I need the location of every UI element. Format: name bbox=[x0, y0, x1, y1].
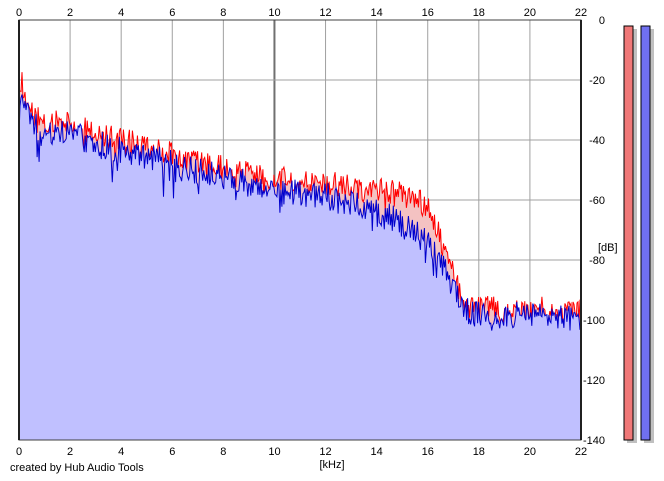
x-tick-label-bottom: 16 bbox=[422, 446, 434, 458]
x-tick-label-bottom: 8 bbox=[220, 446, 226, 458]
x-tick-label-top: 12 bbox=[319, 7, 331, 19]
y-tick-label: -140 bbox=[583, 435, 605, 447]
x-tick-label-bottom: 18 bbox=[473, 446, 485, 458]
level-meter-bar bbox=[623, 25, 634, 441]
y-tick-labels: 0 -20 -40 -60 -80 -100 -120 -140 bbox=[583, 15, 605, 447]
y-tick-label: -80 bbox=[589, 255, 605, 267]
y-tick-label: -120 bbox=[583, 375, 605, 387]
plot-frame bbox=[18, 19, 582, 441]
x-tick-label-bottom: 2 bbox=[67, 446, 73, 458]
x-tick-label-top: 8 bbox=[220, 7, 226, 19]
x-tick-label-top: 2 bbox=[67, 7, 73, 19]
x-tick-label-bottom: 0 bbox=[16, 446, 22, 458]
x-tick-label-top: 20 bbox=[524, 7, 536, 19]
x-tick-label-top: 4 bbox=[118, 7, 124, 19]
x-tick-label-top: 6 bbox=[169, 7, 175, 19]
x-tick-label-bottom: 10 bbox=[268, 446, 280, 458]
x-tick-label-bottom: 12 bbox=[319, 446, 331, 458]
series-0-line bbox=[18, 72, 582, 351]
x-tick-label-bottom: 4 bbox=[118, 446, 124, 458]
x-tick-label-top: 10 bbox=[268, 7, 280, 19]
y-tick-label: -60 bbox=[589, 195, 605, 207]
series-1-line bbox=[18, 94, 582, 331]
x-axis-label: [kHz] bbox=[319, 459, 344, 471]
x-tick-label-top: 0 bbox=[16, 7, 22, 19]
y-tick-label: -40 bbox=[589, 135, 605, 147]
x-tick-label-top: 18 bbox=[473, 7, 485, 19]
x-tick-label-top: 16 bbox=[422, 7, 434, 19]
y-axis-label: [dB] bbox=[598, 242, 618, 254]
credit-text: created by Hub Audio Tools bbox=[10, 462, 144, 474]
spectrum-series bbox=[18, 72, 582, 440]
x-tick-label-top: 14 bbox=[371, 7, 383, 19]
level-meter-bar bbox=[640, 25, 651, 441]
x-tick-label-bottom: 14 bbox=[371, 446, 383, 458]
x-tick-label-bottom: 6 bbox=[169, 446, 175, 458]
x-tick-label-bottom: 22 bbox=[575, 446, 587, 458]
y-tick-label: -20 bbox=[589, 75, 605, 87]
x-tick-label-bottom: 20 bbox=[524, 446, 536, 458]
y-tick-label: -100 bbox=[583, 315, 605, 327]
x-tick-label-top: 22 bbox=[575, 7, 587, 19]
level-meters bbox=[623, 25, 654, 443]
series-1-fill bbox=[19, 94, 581, 440]
y-tick-label: 0 bbox=[599, 15, 605, 27]
